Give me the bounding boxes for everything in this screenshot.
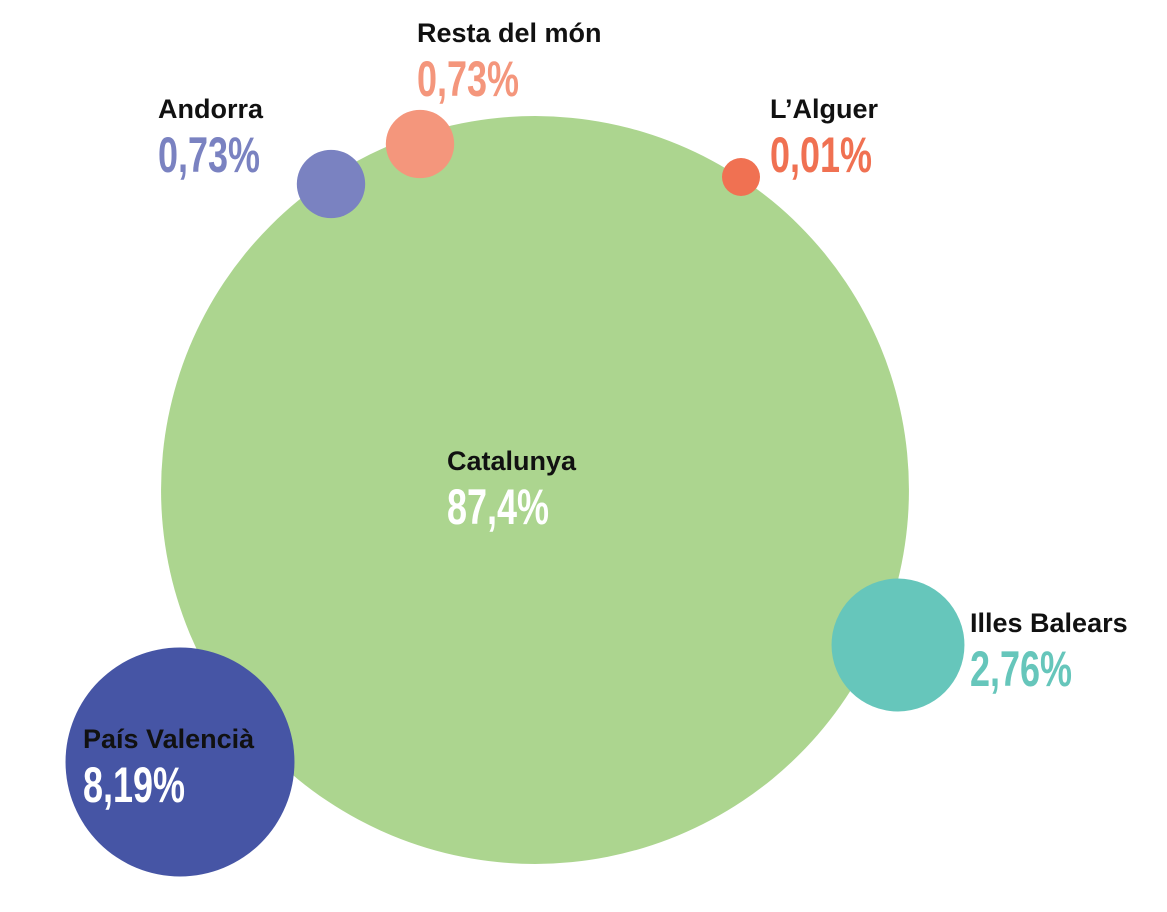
bubble (161, 116, 909, 864)
bubble (722, 158, 760, 196)
bubble-name: Catalunya (447, 446, 577, 476)
value-label: 8,19% (83, 758, 185, 813)
value-label-group: 8,19% (83, 758, 185, 813)
bubble (385, 109, 455, 179)
bubble-name: Resta del món (417, 18, 602, 48)
value-label: 0,01% (770, 128, 872, 183)
value-label: 0,73% (417, 52, 519, 107)
value-label: 87,4% (447, 480, 549, 535)
bubble-name: Andorra (158, 94, 264, 124)
bubble (296, 149, 366, 219)
value-label-group: 0,73% (158, 128, 260, 183)
bubble (65, 647, 295, 877)
value-label-group: 0,73% (417, 52, 519, 107)
value-label-group: 87,4% (447, 480, 549, 535)
value-label: 0,73% (158, 128, 260, 183)
value-label-group: 2,76% (970, 642, 1072, 697)
bubble (831, 578, 965, 712)
bubble-name: País Valencià (83, 724, 255, 754)
bubble-name: Illes Balears (970, 608, 1128, 638)
value-label: 2,76% (970, 642, 1072, 697)
value-label-group: 0,01% (770, 128, 872, 183)
bubble-name: L’Alguer (770, 94, 879, 124)
